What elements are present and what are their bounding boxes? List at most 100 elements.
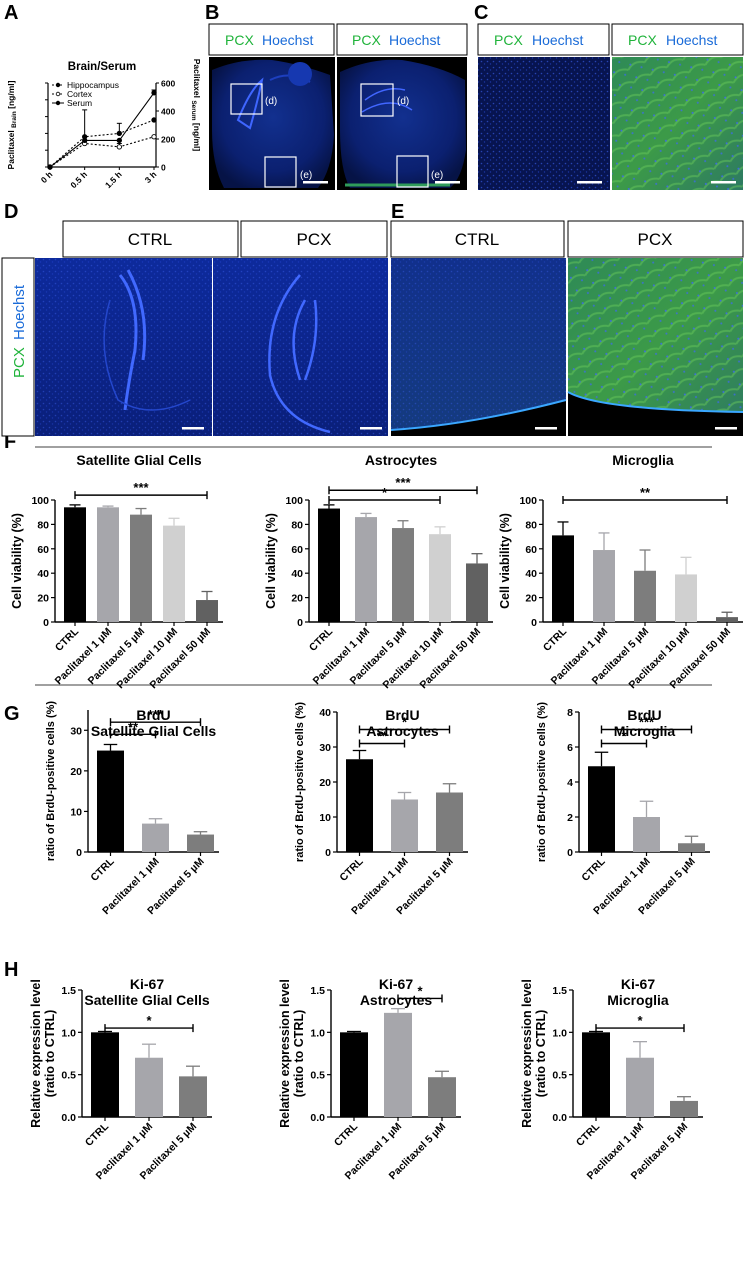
bar-chart-title: Astrocytes (365, 452, 438, 468)
ylabel-right-sub: Serum (190, 100, 197, 120)
chart-a-right-tick-label: 0 (161, 163, 166, 173)
bar-2 (436, 792, 463, 852)
chart-a-point (151, 117, 157, 123)
brain-section-ctrl (212, 59, 334, 188)
bar-3 (675, 574, 697, 622)
bar-0 (340, 1032, 368, 1117)
chart-a-point (116, 130, 122, 137)
bar-chart-subtitle: Astrocytes (360, 992, 433, 1008)
chart-a-ylabel-right: Paclitaxel Serum [ng/ml] (190, 59, 202, 152)
bar-0 (91, 1032, 119, 1117)
hippocampus-d-ctrl (118, 269, 147, 411)
chart-a-legend-label: Cortex (67, 89, 93, 99)
bar-chart-title: Ki-67 (130, 976, 164, 992)
bar-category-label: Paclitaxel 5 µM (86, 625, 148, 687)
bar-chart-y-tick-label: 20 (291, 593, 303, 605)
panel-letter-e: E (391, 201, 404, 223)
ylabel-right-main: Paclitaxel (192, 59, 202, 101)
panel-c-nuclei-ctrl (478, 57, 610, 190)
bar-3 (429, 534, 451, 622)
bar-chart-y-tick-label: 20 (319, 777, 331, 789)
significance-label: ** (128, 719, 139, 734)
bar-4 (466, 563, 488, 622)
bar-chart-y-tick-label: 20 (525, 593, 537, 605)
bar-chart-title: BrdU (136, 707, 170, 723)
bar-category-label: CTRL (53, 625, 82, 654)
scale-bar-c1 (577, 181, 602, 184)
scale-bar-d1 (182, 427, 204, 430)
chart-a-series-line-0 (49, 119, 155, 168)
bar-1 (97, 507, 119, 622)
chart-a-x-tick-label: 1.5 h (103, 169, 124, 190)
bar-chart-y-tick-label: 1.0 (552, 1027, 567, 1039)
bar-chart-ylabel-2: (ratio to CTRL) (292, 1010, 306, 1097)
chart-a-title: Brain/Serum (68, 61, 136, 73)
significance-label: * (402, 715, 408, 730)
panel-letter-b: B (205, 2, 219, 24)
significance-label: * (621, 729, 627, 744)
chart-a-ylabel-left: Paclitaxel Brain [ng/ml] (6, 80, 18, 169)
bar-chart-y-tick-label: 100 (519, 495, 537, 507)
significance-label: *** (395, 475, 411, 490)
bar-chart-y-tick-label: 0.0 (61, 1112, 76, 1124)
bar-0 (588, 766, 615, 852)
significance-label: * (382, 485, 388, 500)
bar-2 (187, 834, 214, 852)
bar-chart-ylabel: Cell viability (%) (264, 513, 278, 609)
bar-chart-y-tick-label: 1.0 (61, 1027, 76, 1039)
panel-d-header-ctrl-label: CTRL (128, 230, 172, 249)
panel-b-pcx-label-1: PCX (225, 32, 254, 48)
bar-1 (391, 799, 418, 852)
bar-1 (593, 550, 615, 622)
bar-1 (633, 817, 660, 852)
bar-chart-ylabel: ratio of BrdU-positive cells (%) (45, 701, 57, 861)
bar-chart-y-tick-label: 0 (325, 847, 331, 859)
chart-a-series-line-1 (49, 136, 155, 168)
roi-e-box-pcx (396, 155, 429, 188)
bar-chart-y-tick-label: 20 (37, 593, 49, 605)
panel-b-hoechst-label-2: Hoechst (389, 32, 440, 48)
bar-chart-y-tick-label: 80 (291, 519, 303, 531)
bar-4 (716, 617, 738, 622)
row-label-pcx: PCX (11, 347, 28, 378)
bar-chart-y-tick-label: 60 (291, 544, 303, 556)
bar-chart-y-tick-label: 0 (76, 847, 82, 859)
panel-letter-c: C (474, 2, 488, 24)
bar-chart-y-tick-label: 0.5 (310, 1070, 325, 1082)
bar-0 (64, 507, 86, 622)
bar-chart-ylabel: Cell viability (%) (498, 513, 512, 609)
bar-chart-y-tick-label: 0.0 (310, 1112, 325, 1124)
panel-c-hoechst-label-1: Hoechst (532, 32, 583, 48)
panel-d-header-pcx-label: PCX (297, 230, 332, 249)
bar-chart-y-tick-label: 6 (567, 742, 573, 754)
panel-e-edge-line-pcx (567, 391, 744, 413)
dentate-d-ctrl (103, 299, 191, 411)
brain-section-pcx (340, 59, 466, 188)
panel-b-header-1 (208, 23, 335, 56)
bar-category-label: CTRL (83, 1120, 112, 1149)
hippocampus-d-pcx (268, 274, 331, 434)
scale-bar-e2 (715, 427, 737, 430)
bar-chart-y-tick-label: 40 (319, 707, 331, 719)
panel-e-header-pcx-label: PCX (638, 230, 673, 249)
ylabel-left-sub: Brain (11, 111, 18, 128)
bar-chart-y-tick-label: 0 (43, 617, 49, 629)
bar-category-label: Paclitaxel 10 µM (115, 625, 181, 691)
bar-chart-y-tick-label: 10 (70, 806, 82, 818)
scale-bar-b1 (303, 181, 328, 184)
scale-bar-d2 (360, 427, 382, 430)
significance-label: * (417, 983, 423, 998)
panel-e-header-pcx (567, 220, 744, 258)
significance-label: *** (133, 480, 149, 495)
panel-c-pcx-label-1: PCX (494, 32, 523, 48)
bar-chart-title: Ki-67 (379, 976, 413, 992)
panel-b-pcx-label-2: PCX (352, 32, 381, 48)
bar-2 (634, 570, 656, 622)
bar-chart-y-tick-label: 80 (525, 519, 537, 531)
panel-e-header-ctrl-label: CTRL (455, 230, 499, 249)
scale-bar-c2 (711, 181, 736, 184)
ylabel-right-unit: [ng/ml] (192, 121, 202, 152)
chart-a-legend-marker (55, 82, 61, 88)
bar-chart-y-tick-label: 10 (319, 812, 331, 824)
bar-category-label: Paclitaxel 50 µM (148, 625, 214, 691)
